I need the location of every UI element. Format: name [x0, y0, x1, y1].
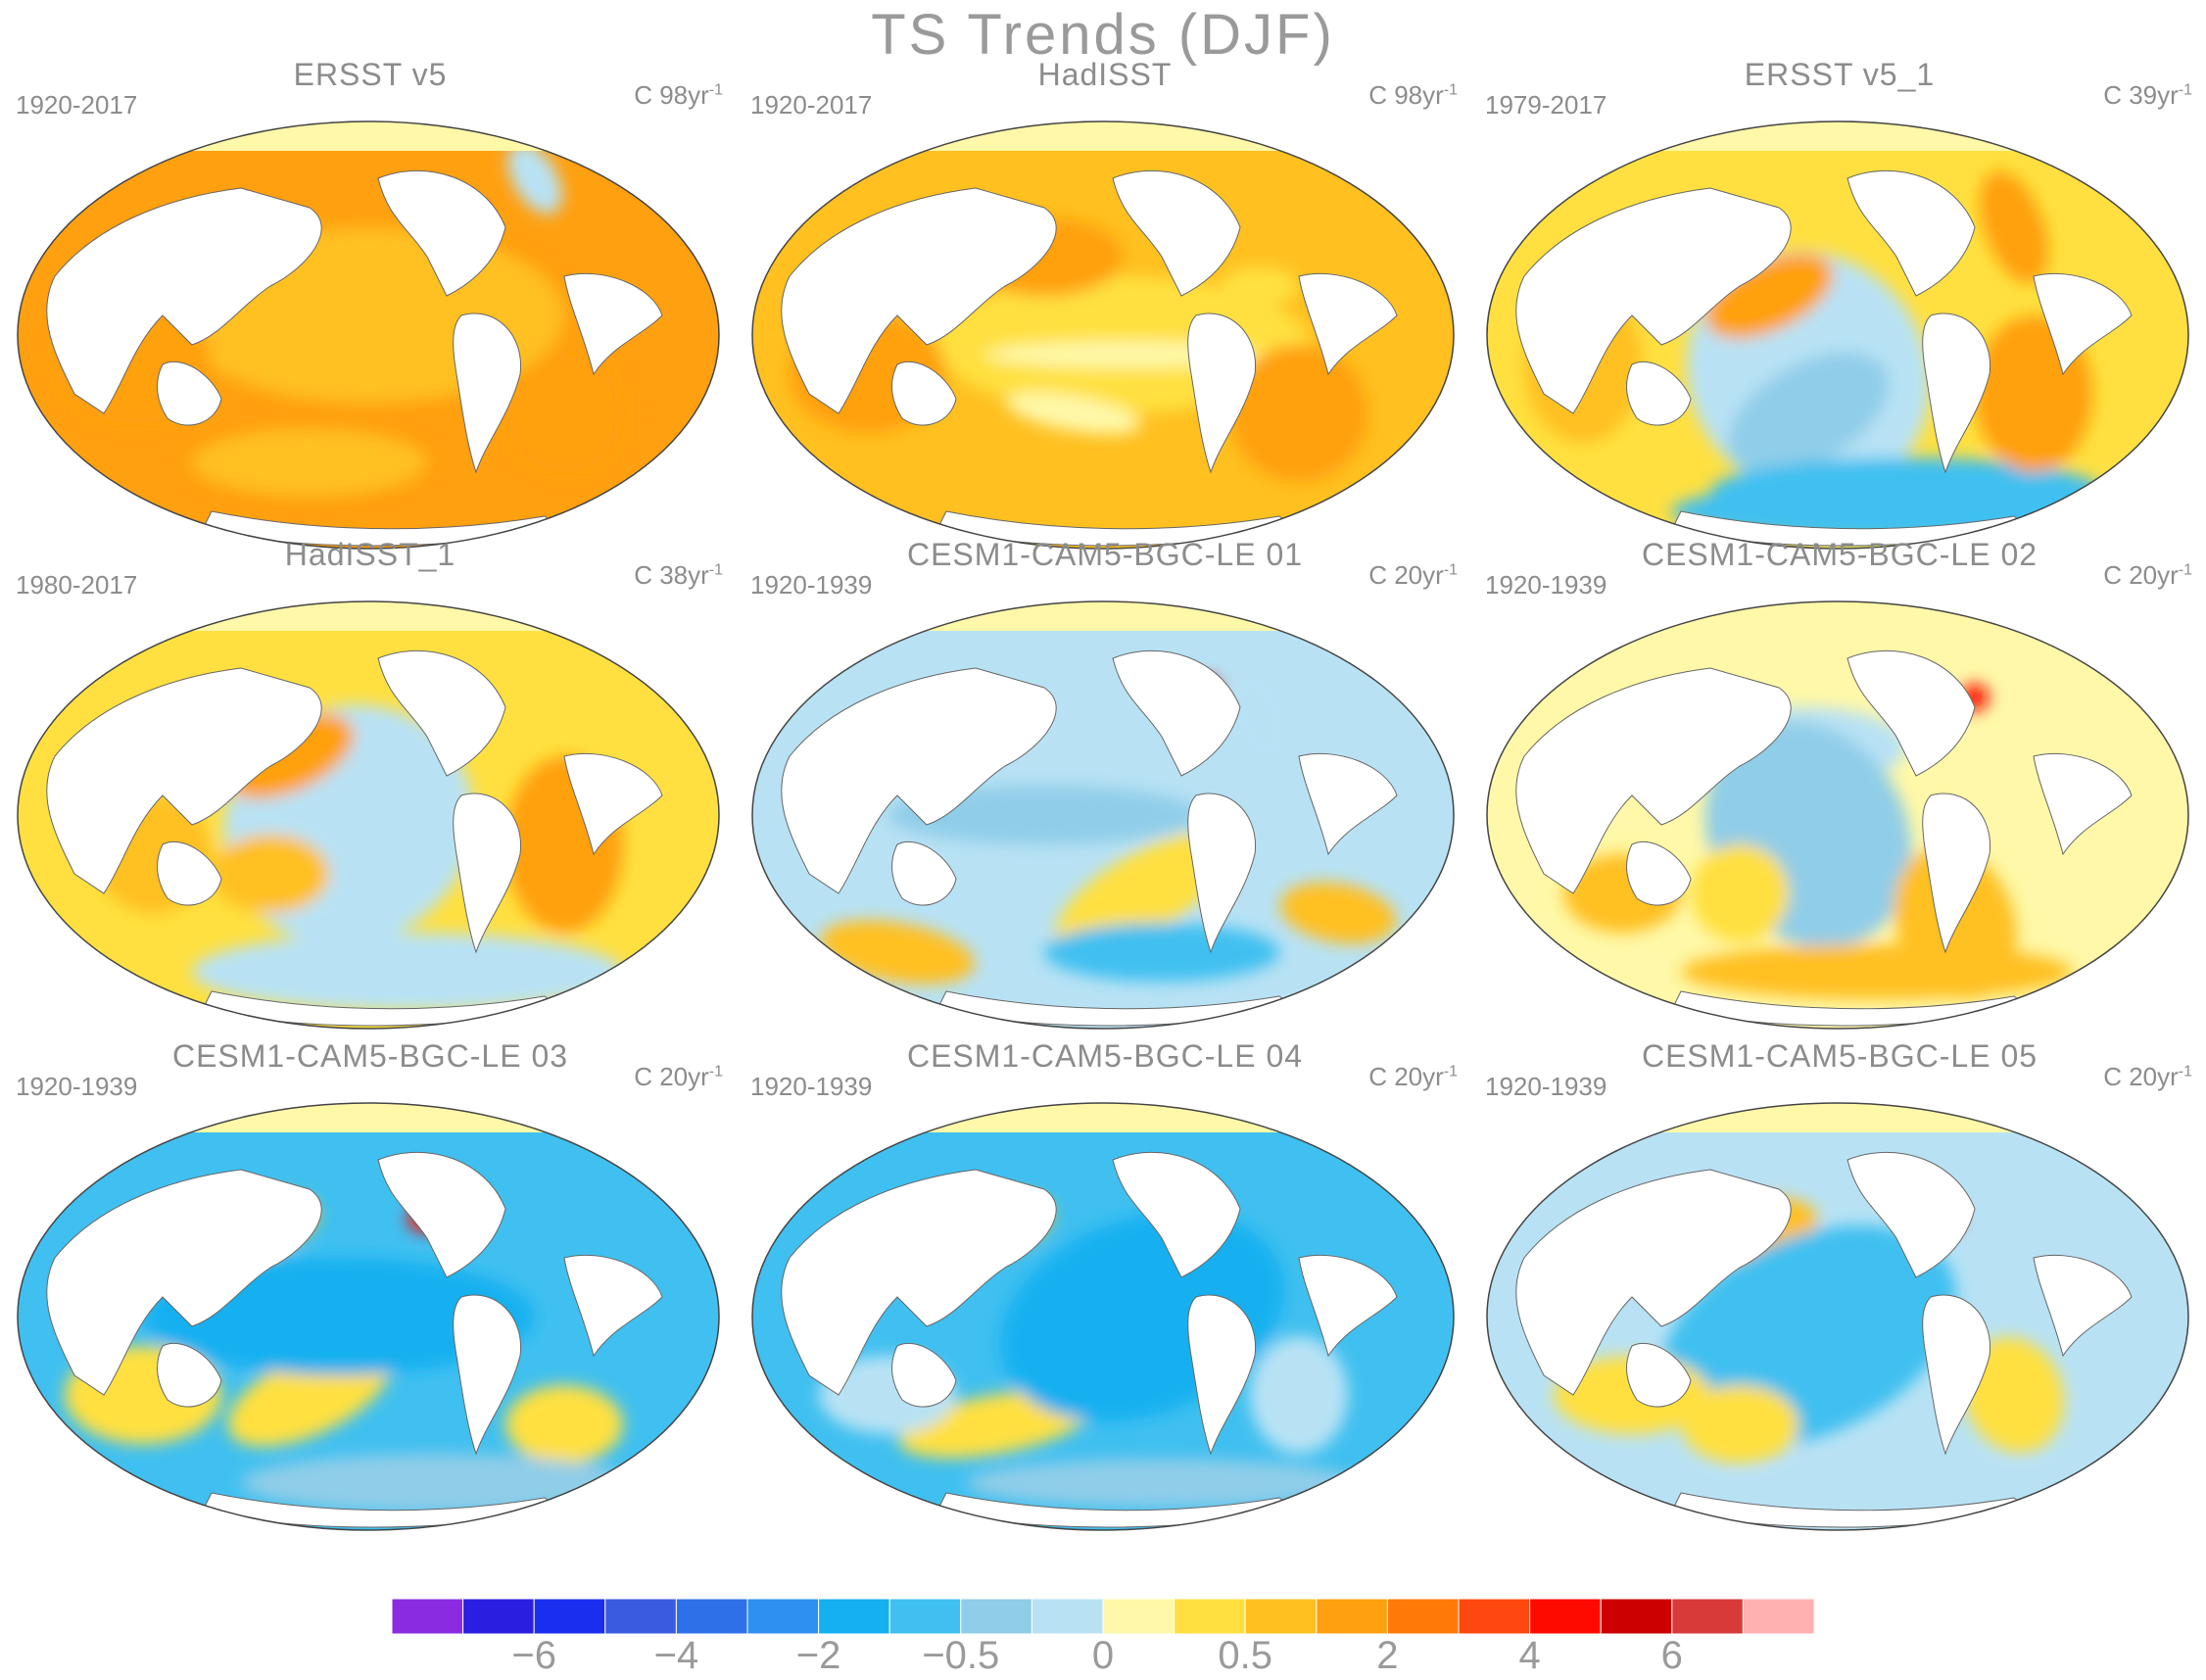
map-panel: CESM1-CAM5-BGC-LE 05 1920-1939 C 20yr-1 — [1477, 1038, 2202, 1531]
panel-period: 1920-1939 — [1485, 570, 1607, 600]
panel-period: 1920-1939 — [1485, 1072, 1607, 1101]
map-panel: HadISST_1 1980-2017 C 38yr-1 — [8, 537, 733, 1030]
colorbar-tick-label: 4 — [1518, 1634, 1541, 1677]
colorbar-swatch — [675, 1599, 748, 1634]
trend-map — [1486, 600, 2189, 1030]
panel-title: CESM1-CAM5-BGC-LE 05 — [1641, 1038, 2038, 1074]
colorbar-swatch — [960, 1599, 1032, 1634]
panel-title: CESM1-CAM5-BGC-LE 02 — [1641, 537, 2038, 572]
map-panel: CESM1-CAM5-BGC-LE 01 1920-1939 C 20yr-1 — [743, 537, 1467, 1030]
panel-period: 1980-2017 — [16, 570, 138, 600]
colorbar-tick-label: −0.5 — [922, 1634, 1000, 1677]
colorbar-swatch — [1529, 1599, 1602, 1634]
colorbar-tick-label: 2 — [1376, 1634, 1399, 1677]
colorbar-swatch — [462, 1599, 535, 1634]
map-panel: CESM1-CAM5-BGC-LE 04 1920-1939 C 20yr-1 — [743, 1038, 1467, 1531]
colorbar — [392, 1599, 1814, 1634]
panel-title: ERSST v5_1 — [1744, 57, 1936, 92]
panel-period: 1979-2017 — [1485, 90, 1607, 120]
panel-units: C 98yr-1 — [1368, 80, 1458, 110]
trend-map — [17, 120, 720, 550]
panel-units: C 39yr-1 — [2103, 80, 2192, 110]
panel-title: HadISST — [1037, 57, 1173, 92]
colorbar-swatch — [392, 1599, 464, 1634]
panel-units: C 20yr-1 — [2103, 1062, 2192, 1091]
colorbar-swatch — [533, 1599, 606, 1634]
map-panel: CESM1-CAM5-BGC-LE 02 1920-1939 C 20yr-1 — [1477, 537, 2202, 1030]
trend-map — [751, 120, 1455, 550]
colorbar-tick-label: −6 — [511, 1634, 556, 1677]
colorbar-tick-label: 0 — [1091, 1634, 1115, 1677]
panel-period: 1920-1939 — [750, 1072, 873, 1101]
colorbar-swatch — [1600, 1599, 1673, 1634]
panel-title: ERSST v5 — [293, 57, 448, 92]
panel-units: C 38yr-1 — [634, 560, 723, 590]
colorbar-swatch — [1102, 1599, 1175, 1634]
colorbar-swatch — [1386, 1599, 1460, 1634]
panel-period: 1920-1939 — [750, 570, 873, 600]
panel-units: C 20yr-1 — [634, 1062, 723, 1091]
panel-units: C 20yr-1 — [2103, 560, 2192, 590]
trend-map — [1486, 120, 2189, 550]
colorbar-tick-label: −2 — [795, 1634, 841, 1677]
colorbar-tick-label: 6 — [1660, 1634, 1683, 1677]
panel-units: C 20yr-1 — [1368, 560, 1458, 590]
colorbar-swatch — [1174, 1599, 1246, 1634]
trend-map — [17, 1102, 720, 1531]
panel-period: 1920-2017 — [750, 90, 873, 120]
colorbar-swatch — [1316, 1599, 1388, 1634]
map-panel: CESM1-CAM5-BGC-LE 03 1920-1939 C 20yr-1 — [8, 1038, 733, 1531]
colorbar-swatch — [604, 1599, 677, 1634]
map-panel: HadISST 1920-2017 C 98yr-1 — [743, 57, 1467, 550]
colorbar-swatch — [746, 1599, 820, 1634]
trend-map — [17, 600, 720, 1030]
panel-title: CESM1-CAM5-BGC-LE 01 — [906, 537, 1304, 572]
colorbar-swatch — [1742, 1599, 1814, 1634]
panel-period: 1920-1939 — [16, 1072, 138, 1101]
colorbar-swatch — [1458, 1599, 1531, 1634]
colorbar-swatch — [818, 1599, 890, 1634]
panel-title: CESM1-CAM5-BGC-LE 04 — [906, 1038, 1304, 1074]
panel-title: HadISST_1 — [284, 537, 456, 572]
panel-units: C 98yr-1 — [634, 80, 723, 110]
panel-title: CESM1-CAM5-BGC-LE 03 — [171, 1038, 569, 1074]
trend-map — [751, 1102, 1455, 1531]
panel-period: 1920-2017 — [16, 90, 138, 120]
colorbar-tick-label: 0.5 — [1218, 1634, 1272, 1677]
colorbar-tick-label: −4 — [653, 1634, 699, 1677]
map-panel: ERSST v5_1 1979-2017 C 39yr-1 — [1477, 57, 2202, 550]
trend-map — [1486, 1102, 2189, 1531]
colorbar-swatch — [1244, 1599, 1318, 1634]
map-panel: ERSST v5 1920-2017 C 98yr-1 — [8, 57, 733, 550]
figure-title: TS Trends (DJF) — [871, 3, 1335, 67]
colorbar-swatch — [1671, 1599, 1744, 1634]
panel-units: C 20yr-1 — [1368, 1062, 1458, 1091]
colorbar-swatch — [1031, 1599, 1104, 1634]
colorbar-swatch — [888, 1599, 962, 1634]
trend-map — [751, 600, 1455, 1030]
